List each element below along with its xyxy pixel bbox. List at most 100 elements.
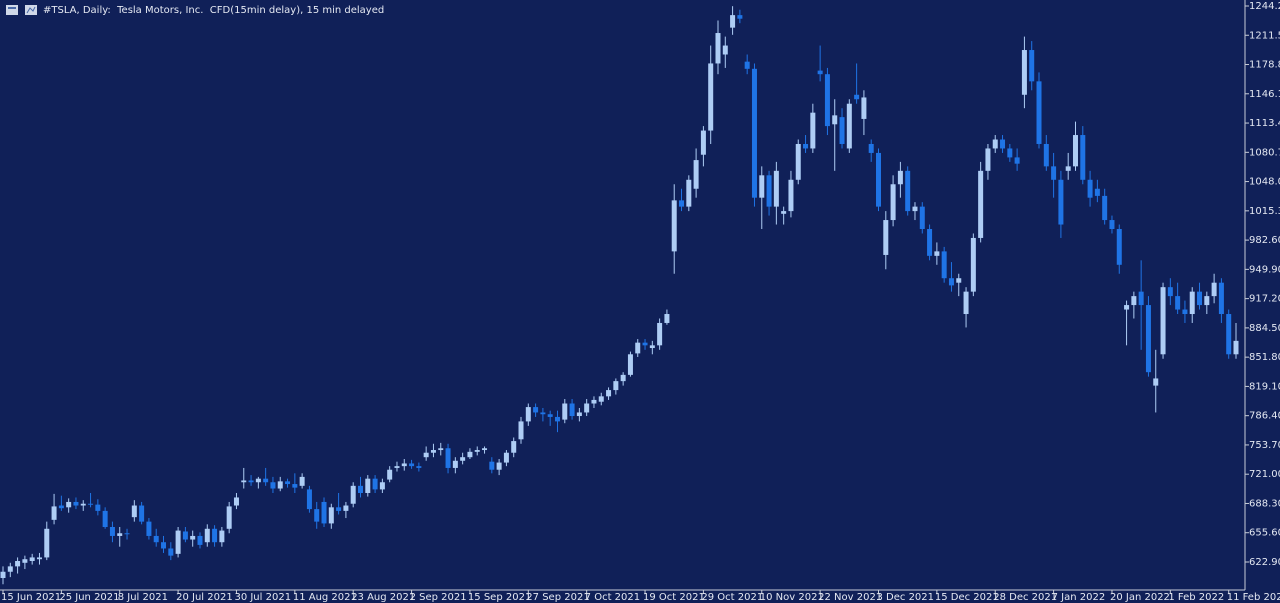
- candle-body: [533, 407, 539, 413]
- y-tick-label: 884.50: [1249, 323, 1280, 334]
- candle-body: [934, 251, 940, 256]
- candle-body: [489, 461, 495, 470]
- x-tick-label: 11 Aug 2021: [293, 592, 357, 603]
- candle-body: [73, 501, 79, 506]
- candle-body: [270, 482, 276, 489]
- x-tick-label: 22 Nov 2021: [818, 592, 882, 603]
- candle-body: [139, 505, 145, 522]
- candle-body: [547, 414, 553, 417]
- candle-body: [482, 448, 488, 451]
- candle-body: [1182, 309, 1188, 315]
- x-tick-label: 27 Sep 2021: [526, 592, 589, 603]
- candle-body: [146, 521, 152, 536]
- candle-body: [861, 97, 867, 119]
- candle-body: [161, 542, 167, 549]
- candle-body: [95, 504, 101, 511]
- x-tick-label: 15 Dec 2021: [935, 592, 999, 603]
- candle-body: [620, 374, 626, 382]
- x-tick-label: 20 Jul 2021: [176, 592, 233, 603]
- candle-body: [168, 548, 174, 556]
- x-tick-label: 15 Sep 2021: [468, 592, 531, 603]
- candle-body: [1080, 135, 1086, 180]
- y-tick-label: 949.90: [1249, 264, 1280, 275]
- candle-body: [292, 484, 298, 488]
- candle-body: [613, 381, 619, 391]
- candle-body: [584, 403, 590, 413]
- candle-body: [919, 206, 925, 230]
- candle-body: [1189, 291, 1195, 315]
- candle-body: [299, 476, 305, 486]
- candle-body: [1014, 157, 1020, 164]
- y-tick-label: 851.80: [1249, 352, 1280, 363]
- y-tick-label: 982.60: [1249, 235, 1280, 246]
- candle-body: [117, 533, 123, 536]
- candle-body: [606, 390, 612, 397]
- candle-body: [803, 143, 809, 149]
- y-tick-label: 1080.70: [1249, 147, 1280, 158]
- chart-icon-line: [26, 6, 36, 14]
- candle-body: [131, 505, 137, 518]
- candle-body: [1211, 282, 1217, 297]
- candle-body: [554, 416, 560, 422]
- candle-body: [905, 170, 911, 212]
- candle-body: [102, 510, 108, 527]
- x-tick-label: 23 Aug 2021: [351, 592, 415, 603]
- candle-body: [598, 396, 604, 402]
- x-tick-label: 25 Jun 2021: [59, 592, 119, 603]
- candle-body: [88, 503, 94, 505]
- candle-body: [1036, 81, 1042, 144]
- candle-body: [671, 200, 677, 252]
- candle-body: [460, 457, 466, 461]
- chart-title: #TSLA, Daily: Tesla Motors, Inc. CFD(15m…: [43, 5, 384, 16]
- y-tick-label: 819.10: [1249, 381, 1280, 392]
- y-tick-label: 786.40: [1249, 411, 1280, 422]
- candle-body: [927, 229, 933, 256]
- candle-body: [1167, 287, 1173, 297]
- candle-body: [22, 559, 28, 563]
- y-tick-label: 1048.00: [1249, 177, 1280, 188]
- candle-body: [80, 503, 86, 506]
- candle-body: [722, 45, 728, 55]
- chart-icon[interactable]: [25, 5, 37, 15]
- y-tick-label: 655.60: [1249, 528, 1280, 539]
- candle-body: [854, 94, 860, 100]
- candle-body: [153, 535, 159, 543]
- candle-body: [124, 533, 130, 535]
- candle-body: [314, 509, 320, 522]
- candle-body: [693, 160, 699, 189]
- candle-body: [744, 61, 750, 69]
- candle-body: [824, 74, 830, 127]
- candle-body: [788, 179, 794, 212]
- candle-body: [1233, 340, 1239, 355]
- candle-body: [372, 478, 378, 490]
- candle-body: [1029, 50, 1035, 82]
- candle-body: [1007, 148, 1013, 158]
- candle-body: [1160, 287, 1166, 355]
- candle-body: [1087, 179, 1093, 198]
- candle-body: [591, 399, 597, 404]
- candle-body: [540, 412, 546, 415]
- candle-body: [773, 170, 779, 207]
- candle-body: [912, 206, 918, 212]
- candle-body: [452, 460, 458, 468]
- candle-body: [190, 535, 196, 540]
- candle-body: [795, 143, 801, 180]
- candle-body: [430, 450, 436, 453]
- candle-body: [409, 463, 415, 467]
- candle-body: [474, 450, 480, 452]
- candle-body: [941, 251, 947, 279]
- candle-body: [263, 478, 269, 483]
- x-tick-label: 29 Oct 2021: [701, 592, 763, 603]
- menu-icon[interactable]: [6, 5, 18, 15]
- candle-body: [51, 506, 57, 520]
- candle-body: [336, 507, 342, 511]
- y-tick-label: 1146.10: [1249, 89, 1280, 100]
- candle-body: [109, 526, 115, 536]
- candle-body: [36, 557, 42, 560]
- candle-body: [357, 485, 363, 493]
- candle-body: [1058, 179, 1064, 225]
- candle-body: [379, 482, 385, 490]
- candle-body: [1124, 305, 1130, 310]
